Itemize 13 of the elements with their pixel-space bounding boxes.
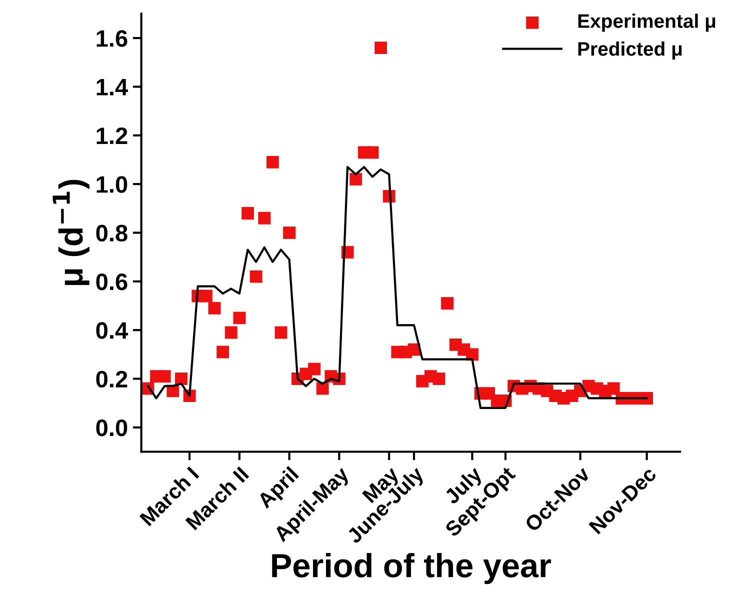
legend-label: Experimental μ bbox=[578, 14, 716, 32]
y-tick-label: 0.6 bbox=[96, 273, 128, 290]
y-tick-label: 1.4 bbox=[96, 79, 128, 96]
y-tick-label: 0.4 bbox=[96, 322, 128, 339]
y-tick-label: 0.8 bbox=[96, 224, 128, 242]
y-tick-label: 1.0 bbox=[96, 176, 128, 193]
legend-label: Predicted μ bbox=[578, 42, 682, 60]
y-tick-label: 0.2 bbox=[96, 370, 128, 388]
y-tick-label: 1.2 bbox=[96, 127, 128, 144]
y-axis-title: μ (d$^{−1}$) bbox=[52, 180, 90, 286]
y-tick-label: 0.0 bbox=[96, 420, 128, 436]
y-tick-label: 1.6 bbox=[96, 30, 128, 47]
x-axis-title: Period of the year bbox=[272, 553, 551, 584]
